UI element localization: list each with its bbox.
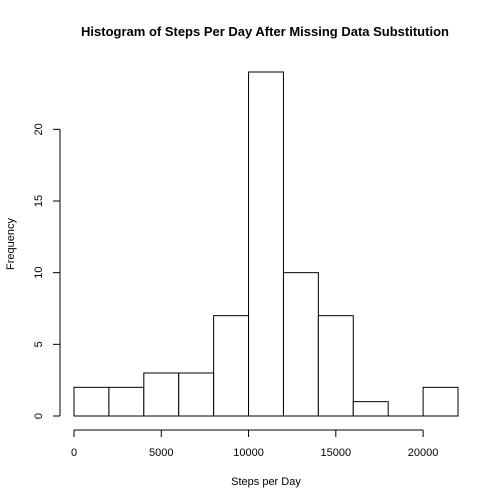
y-axis-label: Frequency (5, 218, 17, 270)
histogram-bar-8 (352, 401, 389, 417)
y-tick-label-3: 15 (33, 195, 45, 207)
x-tick-label-0: 0 (71, 447, 77, 459)
y-tick-label-1: 5 (33, 341, 45, 347)
histogram-bar-0 (73, 386, 110, 417)
histogram-bar-3 (178, 372, 215, 417)
y-axis: 0 5 10 15 20 (33, 123, 61, 419)
y-tick-label-0: 0 (33, 413, 45, 419)
x-tick-label-4: 20000 (408, 447, 439, 459)
histogram-bar-10 (422, 386, 459, 417)
chart-title: Histogram of Steps Per Day After Missing… (81, 24, 449, 39)
histogram-bar-7 (317, 315, 354, 417)
x-axis: 0 5000 10000 15000 20000 (71, 429, 439, 459)
x-tick-label-2: 10000 (233, 447, 264, 459)
x-axis-label: Steps per Day (231, 476, 301, 488)
histogram-bar-6 (282, 272, 319, 417)
histogram-bar-5 (248, 71, 284, 417)
y-tick-label-2: 10 (33, 267, 45, 279)
x-tick-label-3: 15000 (321, 447, 352, 459)
histogram-bar-2 (143, 372, 180, 417)
histogram-bar-4 (213, 315, 250, 417)
x-tick-label-1: 5000 (149, 447, 173, 459)
histogram-bar-1 (108, 386, 145, 417)
y-tick-label-4: 20 (33, 123, 45, 135)
bars-layer (73, 71, 459, 417)
